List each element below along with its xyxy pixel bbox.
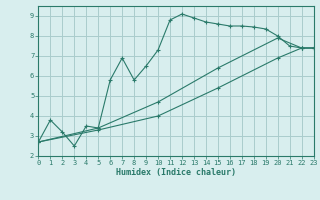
X-axis label: Humidex (Indice chaleur): Humidex (Indice chaleur) — [116, 168, 236, 177]
